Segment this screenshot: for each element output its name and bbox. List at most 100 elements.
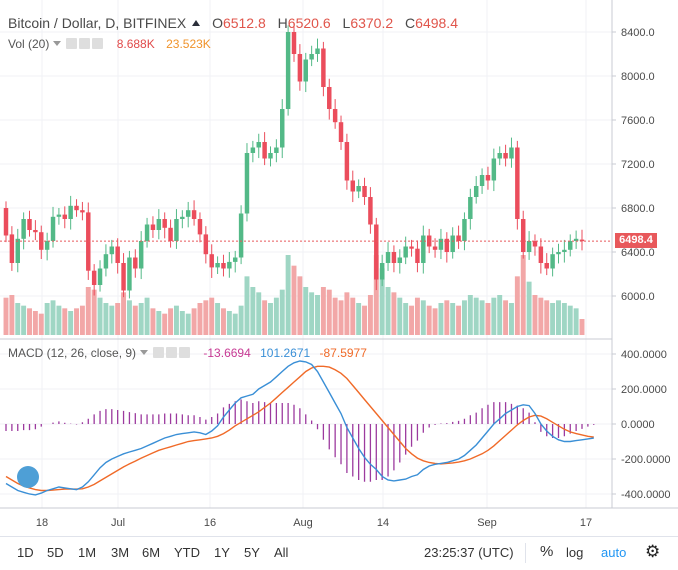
- candle-body: [180, 216, 185, 219]
- candle-body: [3, 208, 9, 236]
- volume-bar: [520, 255, 526, 335]
- candle-body: [250, 147, 256, 153]
- candle-body: [256, 142, 261, 148]
- settings-icon[interactable]: [79, 38, 91, 49]
- candle-body: [450, 235, 455, 252]
- gear-icon[interactable]: ⚙: [645, 542, 661, 561]
- volume-bar: [3, 297, 9, 335]
- volume-bar: [544, 300, 550, 335]
- volume-bar: [403, 303, 409, 335]
- candle-body: [315, 48, 320, 54]
- volume-bar: [179, 311, 185, 335]
- macd-histogram-value: -13.6694: [203, 346, 251, 360]
- close-icon[interactable]: [179, 347, 191, 358]
- candle-body: [362, 186, 367, 197]
- volume-indicator-name[interactable]: Vol (20): [8, 37, 50, 51]
- candle-body: [15, 238, 20, 263]
- candle-body: [97, 268, 103, 285]
- volume-bar: [121, 292, 127, 335]
- volume-bar: [126, 300, 132, 335]
- volume-bar: [526, 281, 532, 335]
- last-price-label: 6498.4: [615, 233, 657, 248]
- candle-body: [109, 246, 115, 255]
- candle-body: [468, 197, 473, 219]
- volume-bar: [156, 311, 162, 335]
- price-tick-label: 8400.0: [621, 27, 655, 39]
- candle-body: [538, 246, 544, 263]
- range-button-all[interactable]: All: [274, 545, 289, 560]
- candle-body: [203, 234, 209, 255]
- candle-body: [573, 238, 579, 241]
- candle-body: [227, 261, 232, 269]
- open-label: O: [212, 15, 223, 31]
- candle-body: [291, 32, 297, 54]
- candle-body: [556, 252, 561, 255]
- candle-body: [327, 87, 332, 109]
- settings-icon[interactable]: [166, 347, 178, 358]
- high-value: 6520.6: [287, 15, 331, 31]
- range-button-1m[interactable]: 1M: [78, 545, 97, 560]
- volume-bar: [444, 300, 450, 335]
- candle-body: [268, 153, 273, 159]
- candle-body: [491, 158, 497, 181]
- chevron-down-icon[interactable]: [140, 350, 149, 355]
- volume-bar: [356, 303, 362, 335]
- eye-icon[interactable]: [66, 38, 78, 49]
- volume-bar: [256, 292, 262, 335]
- volume-bar: [420, 300, 426, 335]
- range-button-5d[interactable]: 5D: [47, 545, 64, 560]
- volume-bar: [467, 295, 473, 335]
- volume-bar: [556, 300, 561, 335]
- volume-bar: [103, 303, 109, 335]
- volume-bar: [279, 289, 285, 335]
- volume-bar: [367, 295, 373, 335]
- volume-bar: [238, 305, 244, 335]
- candle-body: [197, 219, 203, 235]
- candle-body: [133, 257, 138, 269]
- volume-bar: [268, 303, 273, 335]
- volume-bar: [344, 292, 350, 335]
- auto-scale-toggle[interactable]: auto: [601, 545, 627, 560]
- percent-scale-toggle[interactable]: %: [540, 543, 554, 560]
- price-chart[interactable]: 8400.0 8000.0 7600.0 7200.0 6800.0 6400.0 6000…: [0, 0, 678, 536]
- utc-clock[interactable]: 23:25:37 (UTC): [424, 545, 514, 560]
- volume-bar: [215, 303, 221, 335]
- volume-bar: [409, 305, 415, 335]
- collapse-icon[interactable]: [192, 20, 201, 26]
- volume-bar: [203, 300, 209, 335]
- candle-body: [121, 263, 126, 291]
- range-button-3m[interactable]: 3M: [111, 545, 130, 560]
- price-tick-label: 7600.0: [621, 115, 655, 127]
- candle-body: [62, 214, 68, 219]
- volume-bar: [497, 295, 503, 335]
- macd-indicator-name[interactable]: MACD (12, 26, close, 9): [8, 346, 137, 360]
- macd-signal-value: -87.5977: [319, 346, 367, 360]
- log-scale-toggle[interactable]: log: [566, 545, 584, 560]
- chevron-down-icon[interactable]: [53, 41, 62, 46]
- candle-body: [503, 153, 508, 159]
- candle-body: [532, 241, 538, 247]
- time-tick-label: 18: [36, 517, 48, 529]
- range-button-ytd[interactable]: YTD: [174, 545, 200, 560]
- tradingview-logo-icon[interactable]: [17, 466, 39, 488]
- candle-body: [432, 246, 438, 250]
- macd-line-value: 101.2671: [260, 346, 311, 360]
- volume-bar: [32, 311, 38, 335]
- range-button-6m[interactable]: 6M: [142, 545, 161, 560]
- range-button-1d[interactable]: 1D: [17, 545, 34, 560]
- open-value: 6512.8: [222, 15, 266, 31]
- volume-bar: [503, 300, 509, 335]
- candle-body: [297, 54, 303, 82]
- volume-bar: [244, 276, 250, 335]
- candle-body: [115, 246, 120, 263]
- candle-body: [174, 219, 179, 241]
- eye-icon[interactable]: [153, 347, 165, 358]
- volume-bar: [379, 268, 385, 335]
- candle-body: [509, 147, 514, 159]
- close-icon[interactable]: [92, 38, 104, 49]
- range-button-1y[interactable]: 1Y: [214, 545, 230, 560]
- symbol-title[interactable]: Bitcoin / Dollar, D, BITFINEX: [8, 15, 187, 31]
- candle-body: [385, 252, 391, 263]
- range-button-5y[interactable]: 5Y: [244, 545, 260, 560]
- candle-body: [127, 257, 132, 291]
